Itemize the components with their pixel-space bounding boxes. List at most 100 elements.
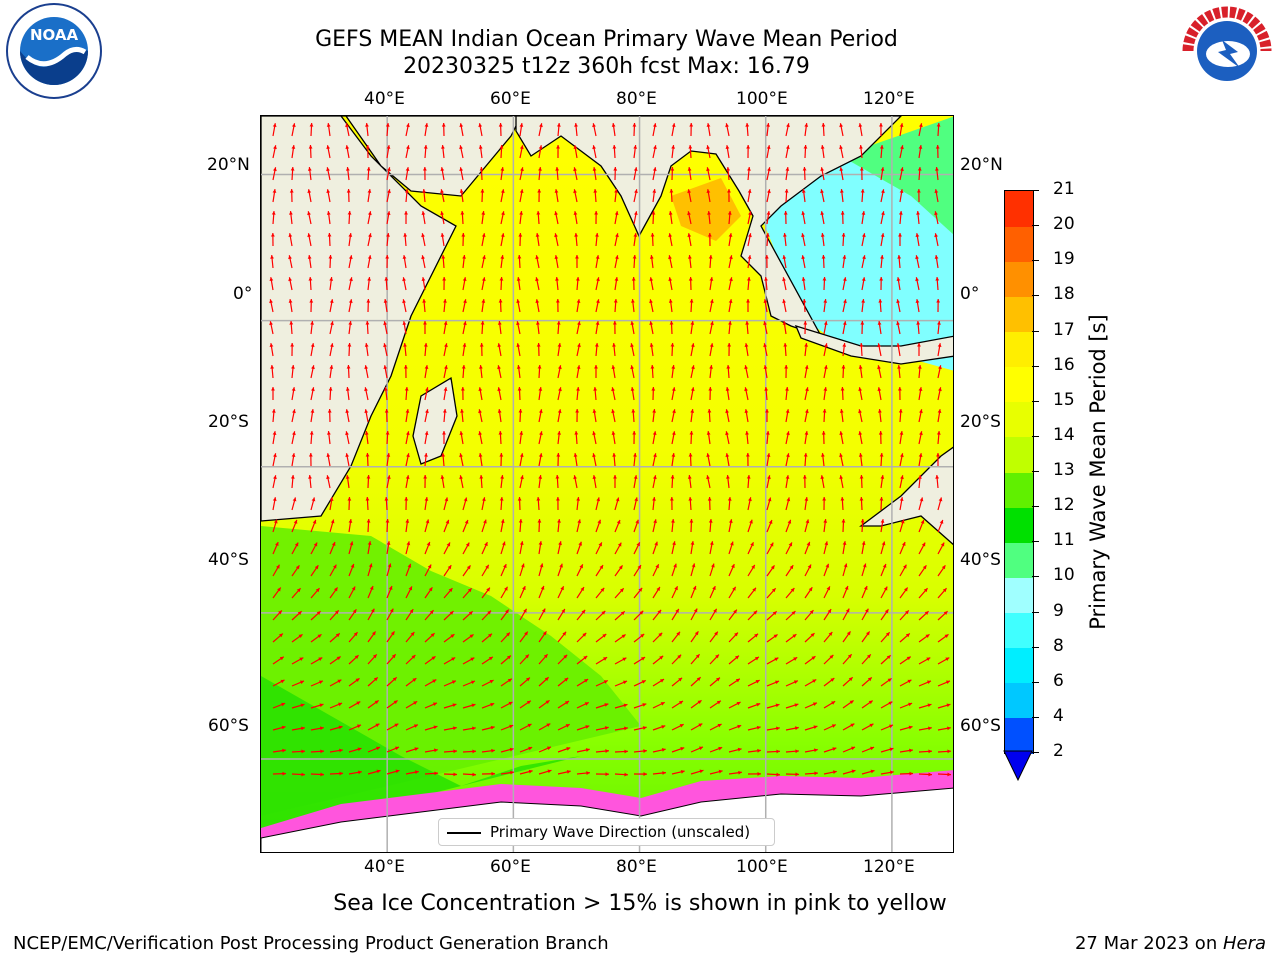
colorbar-band <box>1005 682 1033 719</box>
wave-direction-arrowhead <box>821 123 826 127</box>
lon-label-top-40e: 40°E <box>364 89 405 109</box>
wave-direction-arrowhead <box>843 563 848 568</box>
wave-direction-arrowhead <box>867 677 872 682</box>
wave-direction-arrowhead <box>452 703 457 708</box>
wave-direction-arrowhead <box>706 189 711 193</box>
wave-direction-arrowhead <box>709 277 714 281</box>
wave-direction-arrowhead <box>575 255 579 259</box>
colorbar-band <box>1005 507 1033 543</box>
wave-direction-arrowhead <box>290 475 295 479</box>
wave-direction-arrowhead <box>763 299 768 303</box>
wave-direction-arrowhead <box>311 497 316 502</box>
wave-direction-arrowhead <box>441 145 445 149</box>
wave-direction-arrowhead <box>908 725 913 730</box>
wave-direction-arrowhead <box>823 321 828 326</box>
wave-direction-arrowhead <box>613 475 617 479</box>
wave-direction-arrowhead <box>898 233 902 237</box>
wave-direction-arrowhead <box>689 123 694 127</box>
wave-direction-arrowhead <box>642 726 647 730</box>
wave-direction-arrowhead <box>938 387 942 392</box>
wave-direction-arrowhead <box>517 387 522 391</box>
wave-direction-arrowhead <box>689 519 694 523</box>
wave-direction-arrowhead <box>313 542 318 547</box>
wave-direction-arrowhead <box>485 564 489 569</box>
wave-direction-arrowhead <box>725 453 730 457</box>
colorbar-tick-label: 15 <box>1053 389 1075 410</box>
wave-direction-arrowhead <box>766 453 771 457</box>
wave-direction-arrowhead <box>460 409 464 413</box>
wave-direction-arrowhead <box>823 519 828 523</box>
wave-direction-arrowhead <box>557 409 562 414</box>
wave-direction-arrowhead <box>566 770 571 774</box>
wave-direction-arrowhead <box>519 541 524 546</box>
wave-direction-arrowhead <box>656 586 660 591</box>
wave-direction-arrowhead <box>453 772 457 777</box>
wave-direction-arrowhead <box>491 748 495 753</box>
wave-direction-arrowhead <box>564 677 569 682</box>
wave-direction-arrowhead <box>782 299 787 304</box>
wave-direction-arrowhead <box>319 703 324 708</box>
wave-direction-arrowhead <box>783 233 787 237</box>
wave-direction-arrowhead <box>615 233 619 238</box>
wave-direction-arrowhead <box>801 211 806 216</box>
wave-direction-arrowhead <box>937 409 942 413</box>
wave-direction-arrowhead <box>310 409 315 413</box>
colorbar-tick-label: 12 <box>1053 495 1075 516</box>
wave-direction-arrowhead <box>630 343 634 348</box>
wave-direction-arrowhead <box>944 634 949 638</box>
wave-direction-arrowhead <box>289 211 293 215</box>
wave-direction-arrowhead <box>630 365 635 370</box>
colorbar-tick <box>1032 190 1039 191</box>
lat-label-right-60s: 60°S <box>960 716 1001 736</box>
wave-direction-arrowhead <box>603 657 608 661</box>
wave-direction-arrowhead <box>595 233 599 237</box>
lon-label-top-60e: 60°E <box>490 89 531 109</box>
wave-direction-arrowhead <box>481 233 486 238</box>
wave-direction-arrowhead <box>636 542 640 547</box>
wave-direction-arrowhead <box>821 431 826 435</box>
wave-direction-arrowhead <box>424 453 428 457</box>
wave-direction-arrowhead <box>737 747 742 752</box>
wave-direction-arrowhead <box>725 387 730 391</box>
wave-direction-arrowhead <box>633 453 637 457</box>
wave-direction-arrowhead <box>545 700 550 705</box>
wave-direction-arrowhead <box>633 211 638 216</box>
indonesia <box>794 324 953 365</box>
wave-direction-arrowhead <box>364 431 369 435</box>
wave-direction-arrowhead <box>687 189 692 194</box>
wave-direction-arrowhead <box>269 321 273 326</box>
wave-direction-arrowhead <box>749 519 753 524</box>
wave-direction-arrowhead <box>345 387 350 391</box>
colorbar-title: Primary Wave Mean Period [s] <box>1086 314 1110 630</box>
wave-direction-arrowhead <box>623 703 628 708</box>
wave-direction-arrowhead <box>383 343 387 348</box>
wave-direction-arrowhead <box>659 655 664 660</box>
australia <box>859 446 953 546</box>
wave-direction-arrowhead <box>907 679 912 684</box>
wave-direction-arrowhead <box>861 541 866 545</box>
wave-direction-arrowhead <box>896 299 900 304</box>
wave-direction-arrowhead <box>900 519 905 524</box>
wave-direction-arrowhead <box>826 586 830 591</box>
wave-direction-arrowhead <box>793 657 798 661</box>
wave-direction-arrowhead <box>270 365 275 369</box>
wave-direction-arrowhead <box>338 725 343 730</box>
wave-direction-arrowhead <box>898 211 903 215</box>
wave-direction-arrowhead <box>309 123 314 127</box>
wave-direction-arrowhead <box>444 343 448 348</box>
wave-direction-arrowhead <box>726 365 731 369</box>
wave-direction-arrowhead <box>934 189 939 193</box>
wave-direction-arrowhead <box>500 167 505 171</box>
wave-direction-arrowhead <box>786 497 791 502</box>
wave-direction-arrowhead <box>889 747 894 752</box>
wave-direction-arrowhead <box>639 610 644 615</box>
wave-direction-arrowhead <box>851 769 856 774</box>
wave-direction-arrowhead <box>881 211 885 216</box>
wave-direction-arrowhead <box>746 145 751 149</box>
wave-direction-arrowhead <box>678 677 683 682</box>
wave-direction-arrowhead <box>727 343 732 347</box>
wave-direction-arrowhead <box>632 431 637 435</box>
colorbar-band <box>1005 296 1033 332</box>
wave-direction-arrowhead <box>555 277 559 281</box>
wave-direction-arrowhead <box>489 680 494 684</box>
